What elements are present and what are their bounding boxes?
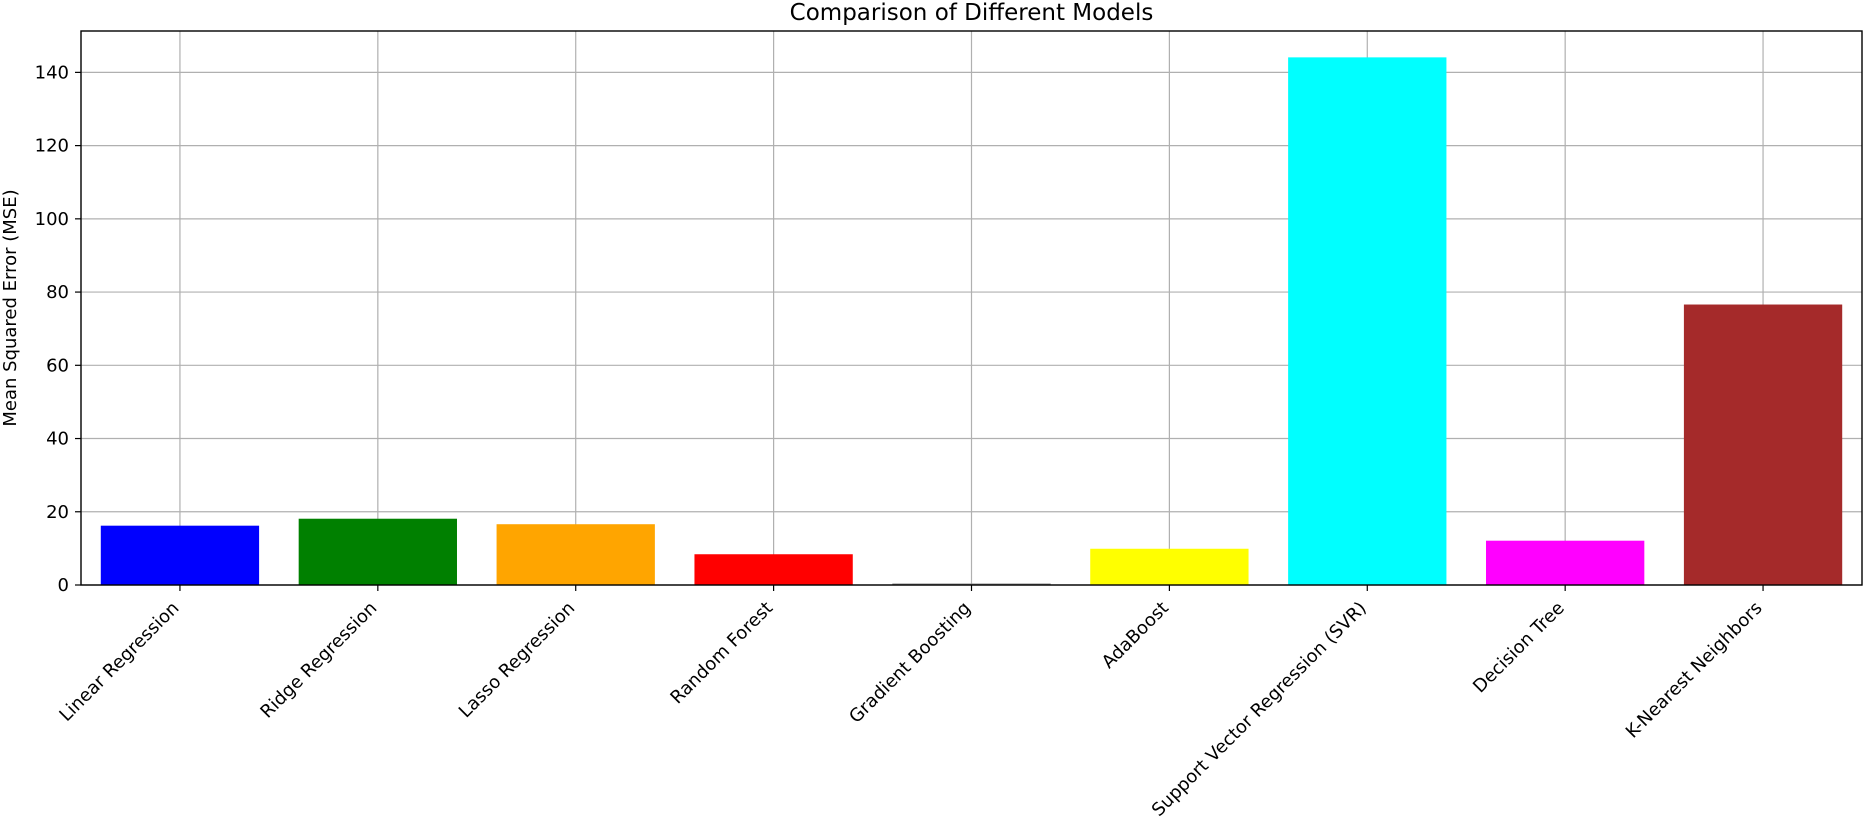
x-tick-label: Gradient Boosting [845,598,975,728]
y-axis-ticks: 0 20 40 60 80 100 120 140 [35,62,81,596]
bar [1288,57,1447,585]
x-tick-label: AdaBoost [1098,598,1173,673]
y-tick-label: 40 [46,429,69,450]
x-tick-label: Lasso Regression [455,598,579,722]
bar [694,554,853,585]
x-tick-label: Linear Regression [55,598,183,726]
x-tick-label: K-Nearest Neighbors [1622,598,1767,743]
x-tick-label: Ridge Regression [256,598,381,723]
y-tick-label: 120 [35,136,69,157]
y-tick-label: 0 [58,575,69,596]
x-axis-ticks: Linear Regression Ridge Regression Lasso R… [55,585,1767,821]
x-tick-label: Support Vector Regression (SVR) [1148,598,1371,821]
chart-title: Comparison of Different Models [790,0,1154,26]
y-tick-label: 140 [35,62,69,83]
y-tick-label: 80 [46,282,69,303]
x-tick-label: Random Forest [666,598,777,709]
x-tick-label: Decision Tree [1469,598,1569,698]
bar [100,525,260,585]
bar [1683,304,1843,585]
bar [1486,540,1645,585]
y-tick-label: 60 [46,355,69,376]
bar [496,524,655,585]
bar [892,583,1051,585]
y-tick-label: 100 [35,209,69,230]
bar [298,518,457,585]
bars [100,57,1843,585]
grid-lines [81,31,1862,586]
y-tick-label: 20 [46,502,69,523]
bar [1090,548,1249,585]
y-axis-label: Mean Squared Error (MSE) [0,189,21,426]
